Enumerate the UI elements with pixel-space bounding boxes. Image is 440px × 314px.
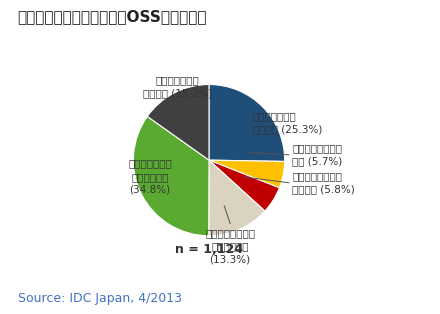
Text: 本番環境で導入
している (25.3%): 本番環境で導入 している (25.3%) xyxy=(253,111,322,134)
Text: 今後の予定は分
からない (15.2%): 今後の予定は分 からない (15.2%) xyxy=(143,75,212,98)
Wedge shape xyxy=(147,84,209,160)
Text: 国内ユーザー企業におけるOSSの導入状況: 国内ユーザー企業におけるOSSの導入状況 xyxy=(18,9,207,24)
Wedge shape xyxy=(209,160,265,236)
Text: 導入に向けて検証
している (5.8%): 導入に向けて検証 している (5.8%) xyxy=(292,171,355,194)
Wedge shape xyxy=(209,84,285,161)
Text: Source: IDC Japan, 4/2013: Source: IDC Japan, 4/2013 xyxy=(18,292,182,305)
Text: 導入する予定は
まったくない
(34.8%): 導入する予定は まったくない (34.8%) xyxy=(128,159,172,195)
Text: これから導入の検
討をしていく
(13.3%): これから導入の検 討をしていく (13.3%) xyxy=(205,228,255,265)
Text: n = 1,124: n = 1,124 xyxy=(175,243,243,256)
Wedge shape xyxy=(209,160,279,211)
Text: 試験的に導入して
いる (5.7%): 試験的に導入して いる (5.7%) xyxy=(292,143,342,166)
Wedge shape xyxy=(209,160,285,188)
Wedge shape xyxy=(133,116,209,236)
